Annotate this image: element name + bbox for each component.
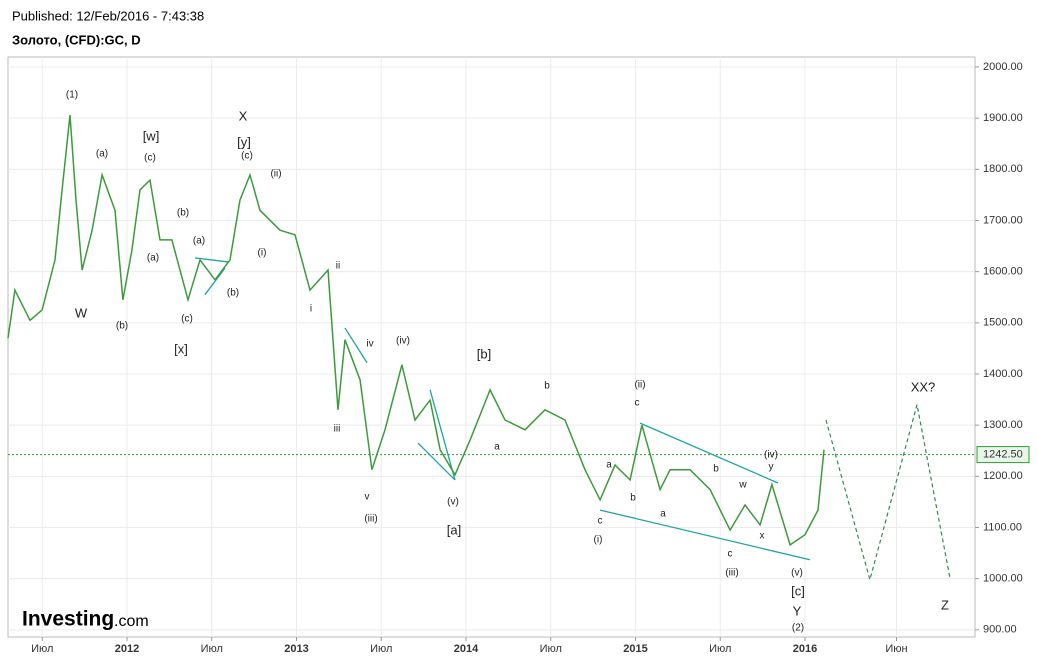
trendline: [204, 267, 226, 296]
wave-label: (i): [258, 248, 267, 259]
y-tick-label: 1500.00: [983, 317, 1023, 329]
wave-label: a: [494, 442, 500, 453]
x-tick-label: Июл: [370, 643, 392, 655]
x-tick-label: Июл: [31, 643, 53, 655]
x-tick-label: 2015: [623, 643, 647, 655]
wave-label: i: [310, 304, 312, 315]
wave-label: (1): [66, 90, 78, 101]
x-tick-label: 2014: [454, 643, 479, 655]
projection-line: [825, 404, 951, 582]
wave-label: (b): [177, 208, 189, 219]
wave-label: [x]: [174, 341, 188, 356]
wave-label: (iii): [364, 514, 377, 525]
published: Published: 12/Feb/2016 - 7:43:38: [12, 8, 204, 23]
last-price-label: 1242.50: [983, 448, 1023, 460]
wave-label: (i): [594, 535, 603, 546]
wave-label: [w]: [143, 128, 160, 143]
trendline: [344, 327, 368, 364]
wave-label: ii: [336, 261, 340, 272]
x-tick-label: Июл: [709, 643, 731, 655]
wave-label: b: [544, 381, 550, 392]
wave-label: w: [738, 480, 747, 491]
wave-label: (v): [791, 568, 803, 579]
x-tick-label: Июн: [885, 643, 907, 655]
price-line: [7, 115, 825, 547]
wave-label: Y: [793, 603, 802, 618]
wave-label: b: [630, 493, 636, 504]
y-tick-label: 1700.00: [983, 214, 1023, 226]
trendline: [639, 422, 779, 484]
y-tick-label: 1400.00: [983, 368, 1023, 380]
x-tick-label: Июл: [201, 643, 223, 655]
logo-brand: Investing: [22, 608, 114, 631]
wave-label: (ii): [270, 169, 281, 180]
logo-suffix: .com: [114, 613, 149, 630]
wave-label: (v): [447, 497, 459, 508]
x-tick-label: 2012: [115, 643, 139, 655]
wave-label: b: [713, 464, 719, 475]
y-tick-label: 1900.00: [983, 112, 1023, 124]
y-tick-label: 1000.00: [983, 573, 1023, 585]
wave-label: (iv): [764, 450, 778, 461]
wave-label: X: [239, 108, 248, 123]
wave-label: (a): [147, 253, 159, 264]
plot-frame: [7, 56, 976, 638]
y-tick-label: 2000.00: [983, 61, 1023, 73]
wave-label: (a): [96, 149, 108, 160]
wave-label: iv: [366, 339, 373, 350]
wave-label: iii: [334, 424, 341, 435]
y-tick-label: 900.00: [983, 624, 1017, 636]
wave-label: XX?: [911, 379, 936, 394]
wave-label: (ii): [634, 380, 645, 391]
wave-label: (2): [792, 623, 804, 634]
x-tick-label: 2013: [284, 643, 308, 655]
wave-label: [c]: [791, 583, 805, 598]
wave-label: (c): [144, 153, 156, 164]
wave-label: c: [635, 398, 640, 409]
trendline: [194, 257, 229, 263]
chart-title: Золото, (CFD):GC, D: [12, 32, 141, 47]
wave-label: c: [598, 516, 603, 527]
wave-label: y: [769, 462, 774, 473]
y-tick-label: 1100.00: [983, 521, 1022, 533]
wave-label: [a]: [447, 522, 461, 537]
wave-label: (b): [116, 321, 128, 332]
y-tick-label: 1600.00: [983, 266, 1023, 278]
wave-label: (c): [181, 314, 193, 325]
wave-label: (iii): [725, 568, 738, 579]
wave-label: (c): [241, 151, 253, 162]
trendline: [417, 442, 456, 481]
wave-label: x: [760, 531, 765, 542]
y-tick-label: 1300.00: [983, 419, 1023, 431]
y-tick-label: 1800.00: [983, 163, 1023, 175]
wave-label: Z: [941, 597, 949, 612]
wave-label: [b]: [477, 346, 491, 361]
x-tick-label: Июл: [540, 643, 562, 655]
trendline: [599, 509, 811, 561]
wave-label: (iv): [396, 336, 410, 347]
wave-label: [y]: [237, 134, 251, 149]
wave-label: v: [365, 492, 370, 503]
wave-label: (a): [193, 236, 205, 247]
x-tick-label: 2016: [793, 643, 817, 655]
wave-label: W: [75, 305, 88, 320]
wave-label: a: [660, 509, 666, 520]
trendline: [429, 389, 456, 481]
wave-label: a: [606, 460, 612, 471]
wave-label: (b): [227, 288, 239, 299]
y-tick-label: 1200.00: [983, 470, 1023, 482]
last-price-box: [976, 446, 1030, 464]
wave-label: c: [728, 549, 733, 560]
